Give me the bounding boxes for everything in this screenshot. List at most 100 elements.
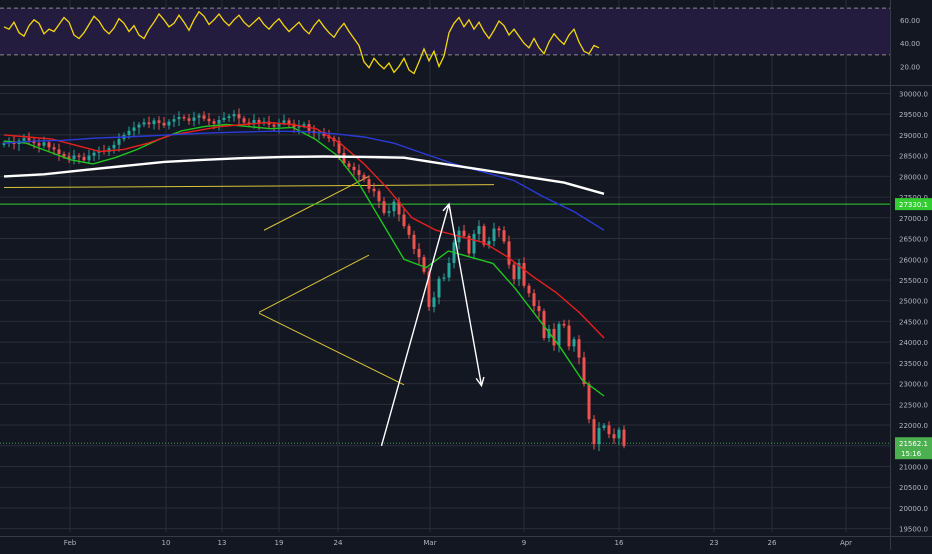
candle-body — [292, 123, 296, 128]
candle-body — [372, 188, 376, 192]
time-tick-label: Apr — [840, 539, 852, 547]
candle-body — [182, 117, 186, 119]
price-tick-label: 29500.0 — [899, 111, 928, 119]
time-tick-label: 23 — [710, 539, 719, 547]
price-tick-label: 30000.0 — [899, 90, 928, 98]
price-tick-label: 26500.0 — [899, 236, 928, 244]
candle-body — [302, 124, 306, 126]
candle-body — [597, 427, 601, 445]
price-tick-label: 20000.0 — [899, 505, 928, 513]
candle-body — [347, 163, 351, 167]
candle-body — [242, 118, 246, 123]
candle-body — [567, 325, 571, 347]
candle-body — [532, 293, 536, 307]
price-tick-label: 27000.0 — [899, 215, 928, 223]
candle-body — [212, 121, 216, 124]
last-price-tag-label: 21562.1 — [899, 440, 928, 448]
candle-body — [282, 120, 286, 123]
candle-body — [47, 142, 51, 148]
level-price-tag — [895, 198, 932, 211]
last-price-tag — [895, 437, 932, 460]
candle-body — [157, 120, 161, 123]
candle-body — [492, 228, 496, 242]
candle-body — [82, 156, 86, 161]
candle-body — [557, 323, 561, 346]
candle-body — [612, 434, 616, 439]
candle-body — [617, 429, 621, 439]
time-tick-label: 16 — [615, 539, 624, 547]
candle-body — [207, 118, 211, 122]
candle-body — [92, 152, 96, 156]
candle-body — [2, 143, 6, 145]
moving-average-ema-fast — [3, 123, 605, 397]
candle-body — [142, 122, 146, 125]
candle-body — [367, 179, 371, 189]
time-tick-label: 13 — [218, 539, 227, 547]
candle-body — [247, 122, 251, 124]
price-tick-label: 24000.0 — [899, 339, 928, 347]
candle-body — [622, 429, 626, 446]
candle-body — [437, 278, 441, 298]
rsi-band — [0, 8, 890, 55]
time-tick-label: 24 — [334, 539, 343, 547]
candle-body — [177, 117, 181, 120]
candle-body — [537, 306, 541, 312]
candle-body — [172, 119, 176, 122]
candle-body — [587, 384, 591, 420]
candle-body — [522, 262, 526, 286]
candle-body — [542, 311, 546, 339]
candle-body — [22, 138, 26, 141]
candle-body — [37, 143, 41, 146]
price-tick-label: 26000.0 — [899, 256, 928, 264]
candle-body — [527, 285, 531, 294]
candle-body — [502, 230, 506, 242]
candle-body — [62, 153, 66, 157]
candle-body — [222, 117, 226, 120]
price-tick-label: 23500.0 — [899, 360, 928, 368]
candle-body — [512, 264, 516, 280]
projection-arrowhead-down — [475, 376, 485, 388]
price-tick-label: 29000.0 — [899, 132, 928, 140]
projection-arrowhead-up — [442, 202, 452, 214]
candle-body — [87, 155, 91, 161]
candle-body — [472, 233, 476, 254]
candle-body — [127, 130, 131, 135]
moving-average-ema-mid — [3, 121, 605, 339]
candle-body — [477, 226, 481, 234]
candle-body — [517, 262, 521, 280]
candle-body — [392, 201, 396, 212]
candle-body — [167, 121, 171, 126]
time-tick-label: 26 — [768, 539, 777, 547]
trendline-wedge-lower[interactable] — [258, 312, 405, 386]
trendline-channel-bottom[interactable] — [258, 254, 370, 313]
rsi-tick-label: 20.00 — [900, 64, 920, 72]
rsi-tick-label: 60.00 — [900, 17, 920, 25]
price-tick-label: 25500.0 — [899, 277, 928, 285]
candle-body — [407, 226, 411, 235]
candle-body — [552, 328, 556, 346]
candle-body — [467, 236, 471, 254]
candle-body — [287, 120, 291, 124]
candle-body — [507, 241, 511, 265]
time-tick-label: 10 — [162, 539, 171, 547]
trendline-resistance[interactable] — [3, 184, 495, 189]
rsi-tick-label: 40.00 — [900, 40, 920, 48]
candle-body — [227, 116, 231, 118]
candle-body — [202, 115, 206, 119]
time-tick-label: 9 — [522, 539, 526, 547]
moving-average-ema-long — [3, 155, 605, 195]
candle-body — [397, 201, 401, 215]
candle-body — [152, 120, 156, 125]
candle-body — [562, 323, 566, 326]
candle-body — [52, 147, 56, 150]
candle-body — [232, 114, 236, 117]
candle-body — [187, 118, 191, 121]
candle-body — [412, 234, 416, 249]
price-tick-label: 22000.0 — [899, 422, 928, 430]
candle-body — [607, 425, 611, 435]
moving-average-ema-slow — [3, 130, 605, 231]
candle-body — [342, 153, 346, 164]
